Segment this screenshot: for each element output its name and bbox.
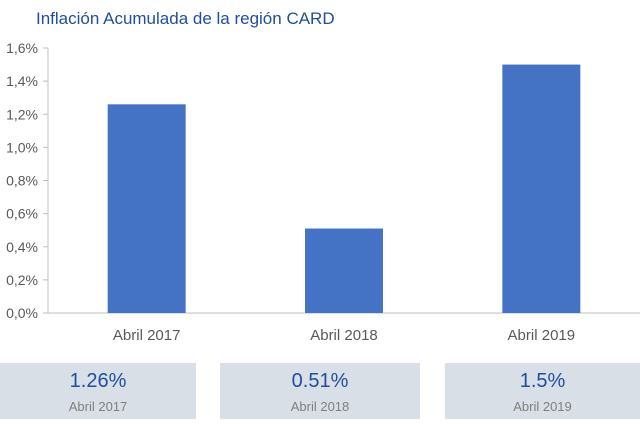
x-tick-label: Abril 2017 [113,327,181,344]
x-tick-label: Abril 2019 [508,327,576,344]
bar-abril-2017 [107,104,186,313]
y-tick-label: 0,6% [6,206,38,222]
card-value: 1.5% [519,370,566,392]
summary-card-2017: 1.26% Abril 2017 [0,363,196,419]
bar-abril-2019 [502,64,581,313]
summary-card-2018: 0.51% Abril 2018 [220,363,420,419]
y-tick-label: 0,8% [6,173,38,189]
y-tick-label: 1,0% [6,139,38,155]
y-tick-label: 0,4% [6,239,38,255]
card-value: 0.51% [291,370,349,392]
card-value: 1.26% [69,370,127,392]
chart-title: Inflación Acumulada de la región CARD [36,9,335,28]
card-label: Abril 2019 [513,399,572,414]
y-tick-label: 1,2% [6,106,38,122]
card-label: Abril 2017 [68,399,128,414]
y-tick-label: 0,0% [6,305,38,321]
bar-abril-2018 [305,228,383,313]
y-tick-label: 0,2% [6,272,38,288]
y-tick-label: 1,6% [6,40,38,56]
x-tick-label: Abril 2018 [310,327,378,344]
y-tick-label: 1,4% [6,73,38,89]
bar-chart: 0,0% 0,2% 0,4% 0,6% 0,8% 1,0% 1,2% 1,4% 1,6% Abri… [6,40,640,344]
summary-card-2019: 1.5% Abril 2019 [445,363,640,419]
card-label: Abril 2018 [290,399,350,414]
